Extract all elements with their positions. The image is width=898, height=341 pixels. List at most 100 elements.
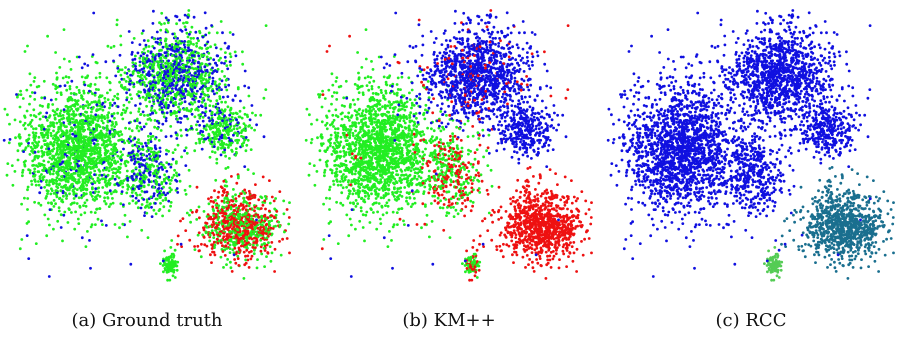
scatter-point — [159, 53, 163, 56]
scatter-point — [77, 129, 80, 133]
scatter-point — [163, 267, 167, 270]
scatter-point — [228, 243, 232, 247]
scatter-point — [220, 70, 224, 73]
scatter-point — [145, 149, 149, 153]
scatter-point — [170, 66, 174, 69]
scatter-point — [230, 175, 233, 178]
scatter-point — [242, 226, 246, 230]
scatter-point — [186, 35, 190, 39]
scatter-point — [148, 167, 152, 171]
scatter-point — [187, 9, 191, 12]
scatter-point — [220, 222, 224, 226]
scatter-point — [214, 213, 218, 216]
scatter-point — [30, 118, 34, 122]
scatter-point — [127, 30, 131, 33]
scatter-point — [140, 32, 144, 35]
scatter-point — [27, 168, 30, 172]
scatter-point — [33, 174, 36, 178]
scatter-point — [395, 91, 399, 95]
scatter-point — [33, 136, 37, 140]
scatter-point — [162, 90, 165, 94]
scatter-point — [52, 147, 56, 151]
scatter-point — [191, 210, 194, 214]
scatter-point — [82, 129, 86, 133]
scatter-point — [117, 139, 120, 142]
scatter-point — [47, 201, 50, 205]
scatter-point — [128, 93, 132, 97]
scatter-point — [94, 76, 98, 80]
scatter-point — [160, 106, 164, 109]
scatter-point — [174, 81, 178, 85]
scatter-point — [392, 223, 396, 227]
scatter-point — [171, 98, 175, 102]
scatter-point — [173, 248, 177, 252]
scatter-point — [224, 85, 228, 89]
scatter-point — [52, 140, 56, 144]
scatter-point — [123, 111, 127, 114]
scatter-point — [249, 236, 252, 240]
scatter-point — [113, 94, 117, 98]
scatter-point — [230, 220, 234, 224]
scatter-point — [248, 124, 252, 127]
scatter-point — [110, 163, 113, 167]
scatter-point — [131, 58, 135, 62]
scatter-point — [208, 119, 212, 123]
scatter-point — [70, 166, 73, 170]
scatter-point — [96, 176, 100, 180]
scatter-point — [222, 110, 226, 113]
panel-kmpp: (b) KM++ — [302, 0, 596, 341]
scatter-point — [199, 255, 203, 259]
scatter-point — [195, 128, 199, 132]
scatter-point — [27, 133, 31, 137]
scatter-point — [268, 179, 271, 183]
scatter-point — [125, 96, 129, 100]
scatter-point — [164, 119, 168, 123]
scatter-point — [42, 159, 46, 163]
scatter-point — [120, 77, 124, 81]
scatter-point — [87, 158, 91, 162]
scatter-point — [83, 163, 87, 167]
scatter-point — [130, 97, 134, 100]
scatter-point — [41, 176, 45, 179]
scatter-point — [23, 164, 27, 168]
scatter-point — [138, 121, 142, 125]
scatter-point — [329, 168, 332, 172]
scatter-point — [207, 202, 211, 206]
scatter-point — [196, 89, 199, 93]
scatter-point — [183, 68, 187, 72]
scatter-point — [250, 104, 254, 107]
scatter-point — [151, 83, 155, 87]
scatter-point — [28, 72, 32, 76]
scatter-point — [23, 116, 27, 119]
scatter-point — [108, 131, 112, 135]
scatter-point — [151, 62, 155, 66]
scatter-point — [243, 243, 247, 247]
scatter-point — [118, 171, 122, 174]
scatter-point — [181, 59, 184, 62]
scatter-point — [161, 163, 165, 167]
scatter-point — [229, 266, 233, 270]
scatter-point — [187, 43, 191, 47]
scatter-point — [205, 87, 209, 90]
scatter-point — [144, 43, 148, 47]
scatter-point — [138, 102, 142, 106]
scatter-point — [225, 88, 229, 92]
scatter-point — [229, 55, 233, 59]
scatter-point — [139, 113, 142, 116]
scatter-point — [53, 116, 57, 120]
scatter-point — [37, 201, 41, 205]
scatter-point — [99, 161, 103, 165]
scatter-point — [221, 95, 225, 99]
scatter-point — [240, 216, 244, 220]
scatter-point — [202, 228, 206, 232]
scatter-point — [251, 220, 254, 224]
scatter-point — [17, 142, 21, 146]
scatter-point — [218, 95, 222, 98]
scatter-point — [228, 222, 232, 225]
scatter-point — [212, 140, 216, 144]
scatter-point — [55, 171, 58, 175]
scatter-point — [114, 190, 118, 194]
scatter-point — [40, 173, 43, 176]
scatter-point — [183, 149, 187, 153]
scatter-point — [61, 200, 65, 204]
